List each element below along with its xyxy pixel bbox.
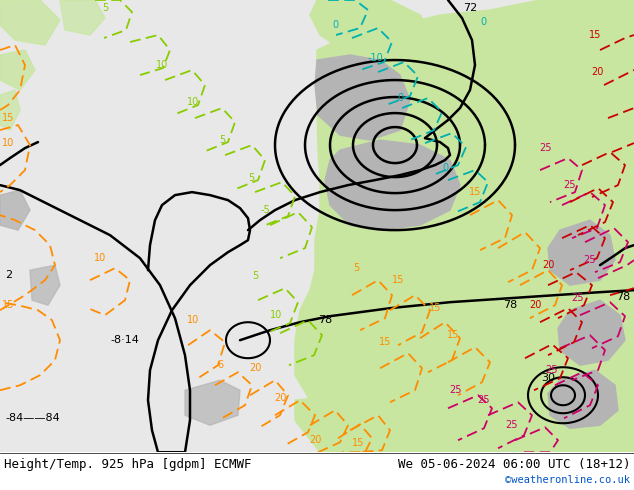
Polygon shape: [60, 0, 105, 35]
Text: 10: 10: [187, 97, 199, 107]
Text: 0: 0: [397, 93, 403, 103]
Polygon shape: [558, 300, 625, 365]
Text: 2: 2: [5, 270, 12, 280]
Text: 10: 10: [2, 138, 14, 148]
Polygon shape: [310, 0, 430, 60]
Text: -8·14: -8·14: [110, 335, 139, 345]
Text: 15: 15: [392, 275, 404, 285]
Text: 15: 15: [352, 438, 364, 448]
Text: 20: 20: [274, 393, 286, 403]
Text: 0: 0: [442, 163, 448, 173]
Polygon shape: [570, 200, 634, 452]
Polygon shape: [548, 370, 618, 428]
Text: Height/Temp. 925 hPa [gdpm] ECMWF: Height/Temp. 925 hPa [gdpm] ECMWF: [4, 458, 252, 471]
Text: 0: 0: [480, 17, 486, 27]
Polygon shape: [185, 380, 240, 425]
Text: 78: 78: [318, 315, 332, 325]
Polygon shape: [0, 50, 35, 90]
Text: 15: 15: [447, 330, 459, 340]
Text: 25: 25: [546, 365, 559, 375]
Text: 0: 0: [332, 20, 338, 30]
Text: 20: 20: [309, 435, 321, 445]
Text: 20: 20: [591, 67, 603, 77]
Polygon shape: [548, 220, 615, 285]
Text: 30: 30: [541, 373, 555, 383]
Text: 25: 25: [572, 293, 585, 303]
Polygon shape: [540, 0, 634, 80]
Text: 15: 15: [589, 30, 601, 40]
Text: 15: 15: [2, 300, 15, 310]
Text: 25: 25: [564, 180, 576, 190]
Text: -84——84: -84——84: [5, 413, 60, 423]
Text: 15: 15: [429, 303, 441, 313]
Text: 5: 5: [219, 135, 225, 145]
Text: 10: 10: [94, 253, 106, 263]
Text: 20: 20: [542, 260, 554, 270]
Text: 25: 25: [584, 255, 596, 265]
Text: 72: 72: [463, 3, 477, 13]
Text: 15: 15: [378, 337, 391, 347]
Text: -10: -10: [367, 53, 383, 63]
Text: 6: 6: [217, 360, 223, 370]
Text: 20: 20: [249, 363, 261, 373]
Text: 5: 5: [248, 173, 254, 183]
Polygon shape: [325, 140, 460, 230]
Text: -5: -5: [260, 205, 270, 215]
Text: 15: 15: [469, 187, 481, 197]
Text: 20: 20: [529, 300, 541, 310]
Text: 5: 5: [102, 3, 108, 13]
Text: 25: 25: [478, 395, 490, 405]
Text: 78: 78: [503, 300, 517, 310]
Polygon shape: [0, 0, 60, 45]
Polygon shape: [315, 55, 410, 140]
Polygon shape: [0, 90, 20, 130]
Text: 78: 78: [616, 292, 630, 302]
Text: 10: 10: [156, 60, 168, 70]
Polygon shape: [30, 265, 60, 305]
Text: ©weatheronline.co.uk: ©weatheronline.co.uk: [505, 475, 630, 485]
Text: 5: 5: [353, 263, 359, 273]
Text: 25: 25: [449, 385, 462, 395]
Polygon shape: [295, 390, 634, 452]
Text: 15: 15: [2, 113, 15, 123]
Text: 10: 10: [187, 315, 199, 325]
Text: 5: 5: [252, 271, 258, 281]
Polygon shape: [0, 190, 30, 230]
Text: We 05-06-2024 06:00 UTC (18+12): We 05-06-2024 06:00 UTC (18+12): [398, 458, 630, 471]
Text: 10: 10: [270, 310, 282, 320]
Polygon shape: [295, 0, 634, 452]
Text: 25: 25: [539, 143, 551, 153]
Text: 25: 25: [506, 420, 518, 430]
